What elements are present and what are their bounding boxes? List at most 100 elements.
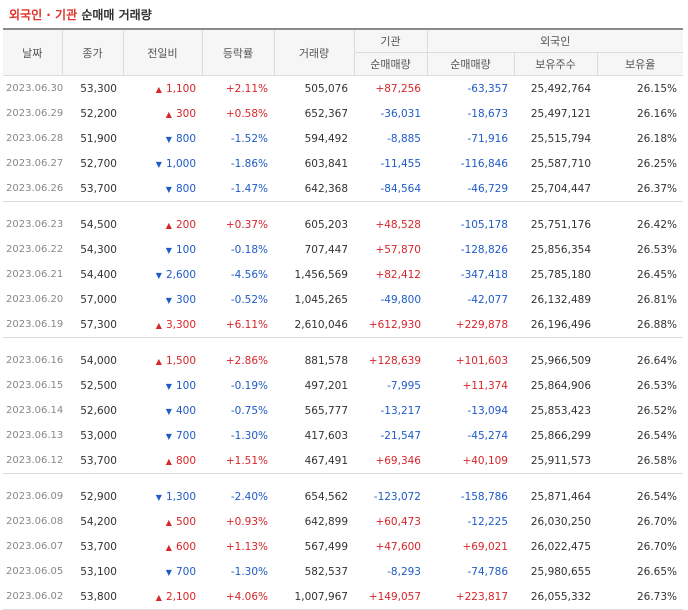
cell-date: 2023.06.09: [6, 491, 64, 502]
cell-foreign-net: +101,603: [455, 354, 508, 367]
table-body: 2023.06.30 53,300 ▲ 1,100 +2.11% 505,076 +87,2…: [3, 76, 684, 610]
cell-inst-net: -13,217: [380, 404, 421, 417]
cell-date: 2023.06.05: [6, 566, 64, 577]
cell-change: ▲ 1,500: [123, 348, 202, 373]
cell-volume: 642,899: [304, 515, 348, 528]
change-value: 600: [175, 540, 196, 553]
cell-volume: 505,076: [304, 82, 348, 95]
cell-foreign-hold: 26,055,332: [514, 584, 597, 610]
cell-foreign-ratio: 26.64%: [636, 354, 678, 367]
cell-date: 2023.06.28: [6, 133, 64, 144]
change-value: 100: [175, 379, 196, 392]
cell-volume: 707,447: [304, 243, 348, 256]
cell-date: 2023.06.14: [6, 405, 64, 416]
cell-close: 52,900: [80, 490, 117, 503]
change-value: 200: [175, 218, 196, 231]
cell-date: 2023.06.29: [6, 108, 64, 119]
cell-foreign-net: -105,178: [460, 218, 508, 231]
triangle-down-icon: ▼: [165, 381, 172, 391]
cell-change: ▼ 800: [123, 126, 202, 151]
cell-foreign-net: +40,109: [427, 448, 514, 474]
cell-foreign-ratio: 26.52%: [636, 404, 678, 417]
cell-volume: 417,603: [304, 429, 348, 442]
table-row: 2023.06.26 53,700 ▼ 800 -1.47% 642,368 -84,564…: [3, 176, 684, 202]
cell-close: 53,000: [80, 429, 117, 442]
cell-foreign-hold: 26,022,475: [530, 540, 591, 553]
triangle-up-icon: ▲: [155, 320, 162, 330]
header-rate: 등락률: [201, 28, 274, 76]
cell-rate: -0.75%: [230, 404, 268, 417]
cell-foreign-hold: 25,785,180: [530, 268, 591, 281]
cell-inst-net: +69,346: [354, 448, 427, 474]
cell-foreign-ratio: 26.73%: [597, 584, 684, 610]
spacer-cell: [3, 474, 683, 485]
cell-foreign-ratio: 26.25%: [636, 157, 678, 170]
change-value: 1,500: [165, 354, 196, 367]
cell-foreign-net: -42,077: [467, 293, 508, 306]
cell-inst-net: -11,455: [380, 157, 421, 170]
cell-change: ▼ 700: [123, 559, 202, 584]
cell-volume: 497,201: [304, 379, 348, 392]
cell-rate: -1.52%: [230, 132, 268, 145]
cell-volume: 565,777: [304, 404, 348, 417]
cell-rate: +2.11%: [225, 82, 268, 95]
group-spacer: [3, 202, 683, 213]
cell-foreign-ratio: 26.65%: [636, 565, 678, 578]
change-value: 300: [175, 107, 196, 120]
cell-change: ▲ 2,100: [123, 584, 202, 610]
cell-date: 2023.06.23: [6, 219, 64, 230]
cell-foreign-hold: 26,132,489: [530, 293, 591, 306]
cell-inst-net: -8,293: [387, 565, 421, 578]
cell-close: 54,400: [80, 268, 117, 281]
triangle-down-icon: ▼: [165, 134, 172, 144]
table-row: 2023.06.19 57,300 ▲ 3,300 +6.11% 2,610,046 +61…: [3, 312, 684, 338]
table-row: 2023.06.27 52,700 ▼ 1,000 -1.86% 603,841 -11,4…: [3, 151, 683, 176]
triangle-up-icon: ▲: [165, 456, 172, 466]
change-value: 1,300: [165, 490, 196, 503]
table-row: 2023.06.29 52,200 ▲ 300 +0.58% 652,367 -36,031…: [3, 101, 683, 126]
header-institution: 기관: [353, 28, 427, 53]
cell-foreign-net: -116,846: [460, 157, 508, 170]
cell-date: 2023.06.07: [6, 541, 64, 552]
cell-close: 54,500: [80, 218, 117, 231]
spacer-cell: [3, 202, 683, 213]
cell-inst-net: +612,930: [354, 312, 427, 338]
cell-volume: 2,610,046: [274, 312, 354, 338]
triangle-up-icon: ▲: [165, 220, 172, 230]
cell-foreign-hold: 25,856,354: [530, 243, 591, 256]
trading-table: 날짜 종가 전일비 등락률 거래량 기관 외국인 순매매량 순매매량 보유주수 …: [3, 28, 684, 610]
change-value: 800: [175, 454, 196, 467]
cell-inst-net: +47,600: [375, 540, 421, 553]
cell-foreign-hold: 25,497,121: [530, 107, 591, 120]
cell-foreign-hold: 25,911,573: [514, 448, 597, 474]
change-value: 100: [175, 243, 196, 256]
group-spacer: [3, 338, 683, 349]
cell-foreign-hold: 25,704,447: [514, 176, 597, 202]
cell-change: ▼ 100: [123, 237, 202, 262]
cell-foreign-net: +11,374: [462, 379, 508, 392]
cell-volume: 605,203: [304, 218, 348, 231]
change-value: 300: [175, 293, 196, 306]
cell-change: ▼ 2,600: [123, 262, 202, 287]
cell-foreign-hold: 25,492,764: [530, 82, 591, 95]
change-value: 3,300: [165, 318, 196, 331]
change-value: 1,000: [165, 157, 196, 170]
cell-change: ▼ 100: [123, 373, 202, 398]
cell-date: 2023.06.12: [3, 448, 63, 474]
cell-foreign-net: -12,225: [467, 515, 508, 528]
cell-rate: -1.47%: [202, 176, 274, 202]
cell-change: ▼ 300: [123, 287, 202, 312]
cell-foreign-net: -158,786: [460, 490, 508, 503]
table-row: 2023.06.07 53,700 ▲ 600 +1.13% 567,499 +47,600…: [3, 534, 683, 559]
cell-volume: 652,367: [304, 107, 348, 120]
cell-volume: 467,491: [274, 448, 354, 474]
cell-foreign-net: +229,878: [427, 312, 514, 338]
cell-rate: +0.58%: [225, 107, 268, 120]
cell-foreign-hold: 25,966,509: [530, 354, 591, 367]
title-net-trading: 순매매 거래량: [81, 8, 152, 22]
table-row: 2023.06.30 53,300 ▲ 1,100 +2.11% 505,076 +87,2…: [3, 76, 683, 102]
cell-inst-net: +57,870: [375, 243, 421, 256]
cell-close: 54,300: [80, 243, 117, 256]
cell-change: ▲ 500: [123, 509, 202, 534]
triangle-down-icon: ▼: [165, 245, 172, 255]
